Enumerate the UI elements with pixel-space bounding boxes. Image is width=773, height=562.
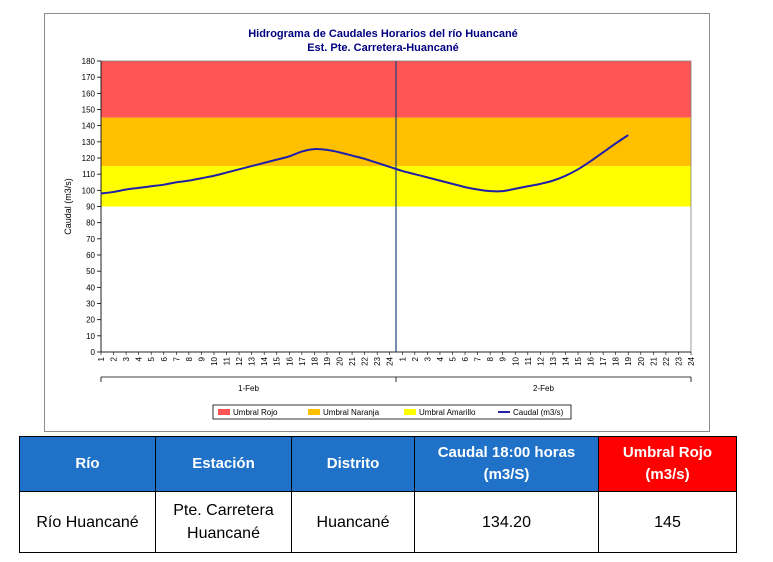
- table-header-row: Río Estación Distrito Caudal 18:00 horas…: [19, 436, 737, 492]
- legend-umbral-naranja-label: Umbral Naranja: [323, 408, 380, 417]
- x-tick-label: 13: [248, 356, 257, 365]
- y-tick-label: 30: [86, 300, 95, 309]
- y-tick-label: 110: [82, 170, 95, 179]
- x-tick-label: 9: [499, 356, 508, 361]
- y-tick-label: 90: [86, 203, 95, 212]
- x-tick-label: 6: [160, 356, 169, 361]
- cell-umbral-rojo: 145: [598, 491, 737, 553]
- day-label: 2-Feb: [533, 384, 554, 393]
- x-tick-label: 24: [687, 356, 696, 365]
- x-tick-label: 14: [260, 356, 269, 365]
- x-tick-label: 23: [674, 356, 683, 365]
- x-tick-label: 17: [298, 356, 307, 365]
- x-tick-label: 12: [235, 356, 244, 365]
- header-caudal: Caudal 18:00 horas (m3/S): [414, 436, 599, 492]
- chart-subtitle: Est. Pte. Carretera-Huancané: [307, 42, 459, 54]
- x-tick-label: 19: [624, 356, 633, 365]
- legend-umbral-rojo-swatch: [218, 409, 230, 415]
- x-tick-label: 13: [549, 356, 558, 365]
- cell-rio: Río Huancané: [19, 491, 156, 553]
- x-tick-label: 5: [147, 356, 156, 361]
- x-tick-label: 8: [185, 356, 194, 361]
- x-tick-label: 19: [323, 356, 332, 365]
- x-tick-label: 1: [97, 356, 106, 361]
- x-tick-label: 22: [361, 356, 370, 365]
- x-tick-label: 24: [386, 356, 395, 365]
- x-tick-label: 18: [310, 356, 319, 365]
- x-tick-label: 20: [637, 356, 646, 365]
- x-tick-label: 16: [587, 356, 596, 365]
- x-tick-label: 12: [536, 356, 545, 365]
- x-tick-label: 7: [474, 356, 483, 361]
- y-tick-label: 70: [86, 235, 95, 244]
- y-tick-label: 130: [82, 138, 96, 147]
- x-tick-label: 9: [197, 356, 206, 361]
- y-tick-label: 160: [82, 89, 96, 98]
- x-tick-label: 6: [461, 356, 470, 361]
- y-tick-label: 0: [91, 348, 96, 357]
- y-tick-label: 10: [86, 332, 95, 341]
- x-tick-label: 22: [662, 356, 671, 365]
- y-tick-label: 140: [82, 122, 96, 131]
- header-distrito: Distrito: [291, 436, 415, 492]
- legend-umbral-rojo-label: Umbral Rojo: [233, 408, 278, 417]
- legend-umbral-amarillo-swatch: [404, 409, 416, 415]
- x-tick-label: 20: [336, 356, 345, 365]
- x-tick-label: 5: [448, 356, 457, 361]
- chart-frame: Hidrograma de Caudales Horarios del río …: [44, 13, 710, 432]
- chart-title: Hidrograma de Caudales Horarios del río …: [248, 28, 518, 40]
- x-tick-label: 1: [398, 356, 407, 361]
- x-tick-label: 2: [411, 356, 420, 361]
- header-estacion: Estación: [155, 436, 292, 492]
- x-tick-label: 3: [423, 356, 432, 361]
- y-tick-label: 40: [86, 283, 95, 292]
- y-tick-label: 80: [86, 219, 95, 228]
- cell-caudal: 134.20: [414, 491, 599, 553]
- x-tick-label: 4: [135, 356, 144, 361]
- x-tick-label: 14: [561, 356, 570, 365]
- x-tick-label: 8: [486, 356, 495, 361]
- header-umbral-rojo: Umbral Rojo (m3/s): [598, 436, 737, 492]
- day-label: 1-Feb: [238, 384, 259, 393]
- series-caudal-line: [100, 134, 629, 195]
- y-tick-label: 170: [82, 73, 96, 82]
- hydrograph-chart: Hidrograma de Caudales Horarios del río …: [63, 28, 696, 420]
- x-tick-label: 10: [511, 356, 520, 365]
- x-tick-label: 7: [172, 356, 181, 361]
- y-tick-label: 150: [82, 106, 96, 115]
- x-tick-label: 10: [210, 356, 219, 365]
- x-tick-label: 18: [612, 356, 621, 365]
- x-tick-label: 23: [373, 356, 382, 365]
- x-tick-label: 17: [599, 356, 608, 365]
- x-tick-label: 3: [122, 356, 131, 361]
- y-tick-label: 50: [86, 267, 95, 276]
- x-tick-label: 11: [223, 356, 232, 365]
- cell-estacion: Pte. Carretera Huancané: [155, 491, 292, 553]
- legend-umbral-naranja-swatch: [308, 409, 320, 415]
- x-tick-label: 4: [436, 356, 445, 361]
- x-tick-label: 21: [348, 356, 357, 365]
- y-tick-label: 60: [86, 251, 95, 260]
- y-tick-label: 120: [82, 154, 96, 163]
- x-tick-label: 15: [273, 356, 282, 365]
- x-tick-label: 21: [649, 356, 658, 365]
- header-rio: Río: [19, 436, 156, 492]
- table-row: Río Huancané Pte. Carretera Huancané Hua…: [19, 491, 737, 553]
- y-tick-label: 180: [82, 57, 96, 66]
- y-axis-label: Caudal (m3/s): [63, 178, 73, 235]
- x-tick-label: 2: [110, 356, 119, 361]
- legend-box: [212, 404, 572, 420]
- x-tick-label: 11: [524, 356, 533, 365]
- legend-umbral-amarillo-label: Umbral Amarillo: [419, 408, 476, 417]
- hydro-data-table: Río Estación Distrito Caudal 18:00 horas…: [19, 436, 737, 553]
- cell-distrito: Huancané: [291, 491, 415, 553]
- legend-caudal-label: Caudal (m3/s): [513, 408, 564, 417]
- x-tick-label: 15: [574, 356, 583, 365]
- x-tick-label: 16: [285, 356, 294, 365]
- y-tick-label: 20: [86, 316, 95, 325]
- y-tick-label: 100: [82, 186, 96, 195]
